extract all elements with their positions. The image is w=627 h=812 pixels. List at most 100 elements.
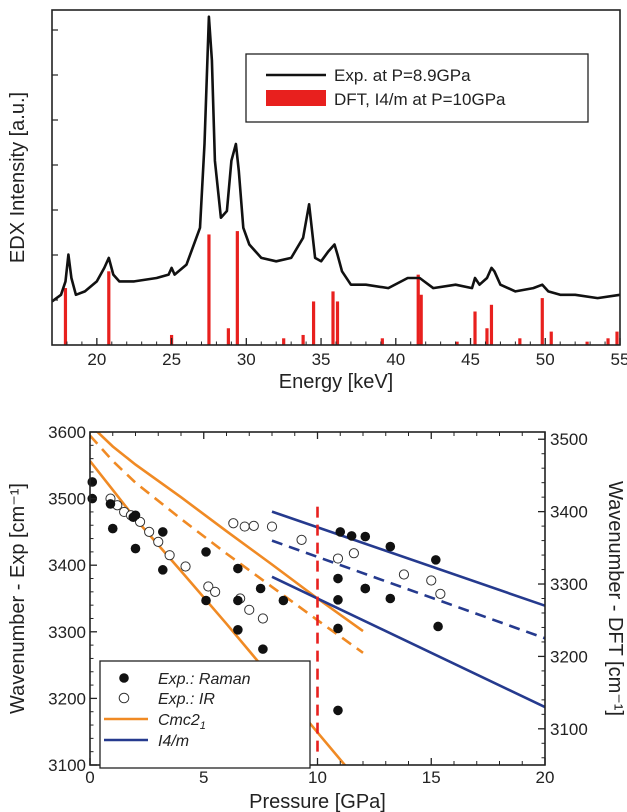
ir-point	[180, 561, 191, 572]
ir-point	[398, 569, 410, 580]
raman-point	[333, 595, 343, 605]
legend-raman-marker	[119, 673, 129, 683]
top-legend: Exp. at P=8.9GPa DFT, I4/m at P=10GPa	[245, 53, 589, 123]
dft-bar	[107, 271, 111, 345]
i4m-line	[271, 539, 545, 640]
raman-point	[258, 644, 268, 654]
raman-point	[346, 531, 357, 541]
dft-bar	[419, 294, 423, 345]
raman-point	[130, 510, 141, 521]
top-y-ticks	[52, 29, 58, 301]
raman-point	[360, 531, 371, 542]
ir-point	[296, 534, 307, 545]
bottom-y-tick-label: 3500	[48, 490, 86, 509]
top-x-tick-label: 40	[386, 350, 405, 369]
legend-label-ir: Exp.: IR	[158, 691, 215, 708]
bottom-y2-tick-label: 3100	[550, 720, 588, 739]
dft-bar	[549, 331, 553, 345]
dft-bar	[455, 341, 459, 345]
dft-bar	[540, 298, 544, 345]
dft-bar	[606, 338, 610, 345]
ir-point	[244, 604, 255, 615]
ir-point	[228, 518, 239, 529]
legend-label-raman: Exp.: Raman	[158, 671, 251, 688]
top-x-tick-label: 50	[536, 350, 555, 369]
bottom-x-tick-label: 0	[85, 768, 94, 787]
bottom-y-tick-label: 3100	[48, 756, 86, 775]
raman-point	[360, 583, 371, 594]
dft-bar	[585, 341, 589, 345]
bottom-y2-tick-label: 3400	[550, 503, 588, 522]
dft-bar	[331, 291, 335, 345]
bottom-left-y-axis-label: Wavenumber - Exp [cm⁻¹]	[7, 483, 29, 714]
top-x-ticks	[66, 338, 621, 345]
legend-label-cmc: Cmc21	[158, 712, 206, 732]
cmc-line	[90, 434, 364, 654]
exp-spectrum-line	[51, 15, 621, 303]
top-x-axis-label: Energy [keV]	[279, 371, 394, 393]
raman-point	[233, 563, 243, 574]
top-x-tick-labels: 20 25 30 35 40 45 50 55	[87, 350, 627, 369]
bottom-x-axis-label: Pressure [GPa]	[249, 791, 386, 812]
raman-point	[107, 523, 118, 534]
dft-bar	[311, 301, 316, 345]
top-x-tick-label: 55	[611, 350, 627, 369]
legend-ir-marker	[118, 692, 130, 704]
top-x-tick-label: 20	[87, 350, 106, 369]
ir-point	[266, 521, 278, 532]
raman-point	[431, 555, 441, 565]
dft-bar	[282, 338, 286, 345]
bottom-x-tick-label: 20	[536, 768, 555, 787]
bottom-y2-tick-label: 3500	[550, 430, 588, 449]
exp-points	[87, 477, 446, 716]
raman-point	[158, 527, 168, 537]
dft-bar	[518, 338, 522, 345]
legend-label-i4m: I4/m	[158, 733, 189, 750]
top-x-tick-label: 35	[312, 350, 331, 369]
raman-point	[233, 595, 243, 606]
raman-point	[333, 623, 343, 634]
raman-point	[433, 621, 443, 632]
dft-bar	[380, 338, 384, 345]
ir-point	[239, 521, 250, 532]
dft-bar	[485, 328, 489, 345]
dft-bar	[335, 301, 340, 345]
bottom-y-tick-label: 3400	[48, 556, 86, 575]
ir-point	[248, 520, 259, 532]
ir-point	[153, 536, 164, 547]
dft-bar	[473, 311, 477, 345]
raman-point	[335, 527, 346, 537]
wavenumber-chart: 0 5 10 15 20 3100 3200 3300 3400 3500 3600 3100 3200…	[7, 423, 626, 812]
ir-point	[426, 575, 437, 586]
dft-bar	[489, 304, 494, 345]
top-x-tick-label: 30	[237, 350, 256, 369]
ir-point	[164, 550, 175, 561]
bottom-right-y-axis-label: Wavenumber - DFT [cm⁻¹]	[604, 481, 626, 716]
bottom-y-tick-label: 3600	[48, 423, 86, 442]
top-x-tick-label: 45	[461, 350, 480, 369]
raman-point	[333, 705, 343, 716]
raman-point	[158, 565, 168, 575]
dft-bar	[235, 231, 239, 345]
ir-point	[435, 588, 446, 599]
top-y-axis-label: EDX Intensity [a.u.]	[7, 92, 29, 263]
raman-point	[201, 595, 211, 606]
bottom-x-tick-label: 10	[308, 768, 327, 787]
dft-bar	[226, 328, 230, 345]
bottom-y2-tick-label: 3300	[550, 575, 588, 594]
bottom-y-tick-label: 3200	[48, 689, 86, 708]
raman-point	[201, 547, 211, 557]
legend-label-exp: Exp. at P=8.9GPa	[334, 66, 471, 85]
ir-point	[332, 553, 344, 564]
ir-point	[144, 526, 155, 538]
ir-point	[203, 581, 214, 592]
bottom-y2-tick-label: 3200	[550, 647, 588, 666]
ir-point	[257, 613, 268, 624]
bottom-ticks	[89, 431, 546, 766]
bottom-y-tick-label: 3300	[48, 623, 86, 642]
dft-bar	[301, 334, 305, 345]
ir-point	[134, 516, 146, 528]
bottom-x-tick-label: 15	[422, 768, 441, 787]
bottom-x-tick-label: 5	[199, 768, 208, 787]
